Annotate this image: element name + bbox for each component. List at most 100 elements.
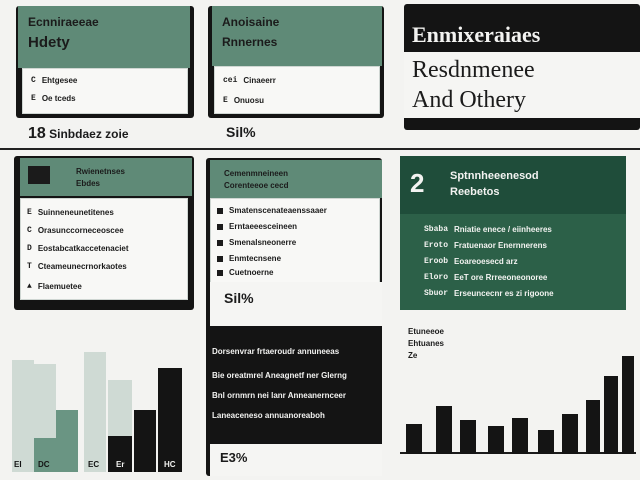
list-item: C Ehtgesee [31, 75, 77, 86]
list-item: C Orasunccorneceoscee [27, 225, 124, 236]
panel-mid-2-footer: E3% [210, 444, 382, 476]
tick-label: DC [38, 460, 50, 469]
list-item-label: Ehtgesee [41, 76, 78, 85]
chart-bar [622, 356, 634, 454]
bottom-right-label-3: Ze [408, 351, 418, 360]
panel-mid-2-header: Cemenmneineen Corenteeoe cecd [210, 160, 382, 198]
bottom-right-chart [400, 350, 636, 472]
chart-bar [158, 368, 182, 472]
hero-title-line1: Enmixeraiaes [412, 22, 541, 47]
chart-bar [134, 410, 156, 472]
panel-left-stat: 18 Sinbdaez zoie [28, 126, 129, 142]
chart-bar [488, 426, 504, 454]
list-item-label: Onuosu [233, 96, 265, 105]
chart-bar [34, 438, 56, 472]
panel-mid-subtitle: Rnnernes [222, 35, 278, 49]
list-item: cei Cinaeerr [223, 75, 276, 86]
tick-label: EC [88, 460, 100, 469]
chart-bar [436, 406, 452, 454]
panel-mid-2-subtitle: Corenteeoe cecd [224, 181, 289, 190]
list-item: Cuetnoerne [217, 267, 273, 278]
bullet-icon [217, 223, 223, 230]
list-item-code: C [27, 226, 32, 235]
panel-mid-header: Anoisaine Rnnernes [212, 6, 382, 66]
list-item: E Suinneneunetitenes [27, 207, 114, 218]
list-item-label: EeT ore Rrreeoneonoree [454, 273, 548, 282]
list-item: Enmtecnsene [217, 253, 281, 264]
list-item: D Eostabcatkaccetenaciet [27, 243, 129, 254]
panel-left-list: C Ehtgesee E Oe tceds [22, 68, 188, 114]
bullet-icon [217, 207, 223, 214]
body-line: Laneaceneso annuanoreaboh [212, 411, 325, 420]
panel-left-2-subtitle: Ebdes [76, 179, 101, 188]
list-item: Eloro EeT ore Rrreeoneonoree [424, 272, 547, 283]
chart-bar [604, 376, 618, 454]
tick-label: HC [164, 460, 176, 469]
list-item-code: Eloro [424, 273, 449, 282]
panel-left-2-list: E Suinneneunetitenes C Orasunccorneceosc… [20, 198, 188, 300]
chart-bar [586, 400, 600, 454]
panel-mid-2-stat: Sil% [224, 290, 254, 306]
list-item: ▲ Flaemuetee [27, 281, 82, 292]
list-item-label: Cteameunecrnorkaotes [37, 262, 127, 271]
panel-right-2-list: Sbaba Rniatie enece / eiinheeres Eroto F… [400, 214, 626, 310]
bottom-right-label-1: Etuneeoe [408, 327, 445, 336]
tick-label: EI [14, 460, 22, 469]
list-item-code: Eroob [424, 257, 449, 266]
list-item-code: Sbuor [424, 289, 449, 298]
panel-left-2-title: Rwienetnses [76, 167, 125, 176]
divider-line [0, 148, 640, 150]
panel-left-subtitle: Hdety [28, 34, 70, 51]
list-item-code: C [31, 76, 36, 85]
list-item-label: Eoareoesecd arz [454, 257, 518, 266]
list-item-label: Cinaeerr [243, 76, 276, 85]
bottom-right-label-2: Ehtuanes [408, 339, 445, 348]
list-item-code: E [31, 94, 36, 103]
list-item-label: Fratuenaor Enernnerens [454, 241, 547, 250]
chart-bar [108, 436, 132, 472]
panel-mid-list: cei Cinaeerr E Onuosu [214, 66, 380, 114]
list-item-code: ▲ [27, 282, 32, 291]
list-item-label: Cuetnoerne [229, 268, 274, 277]
body-line: Bnl ornmrn nei lanr Anneanernceer [212, 391, 346, 400]
bottom-left-chart: EI DC EC Er HC [8, 348, 192, 472]
list-item-label: Smatenscenateaenssaaer [229, 206, 327, 215]
panel-mid-title: Anoisaine [222, 15, 280, 29]
list-item-label: Eostabcatkaccetenaciet [37, 244, 129, 253]
list-item: Eroob Eoareoesecd arz [424, 256, 518, 267]
chart-bar [12, 360, 34, 472]
chart-bar [512, 418, 528, 454]
list-item-label: Smenalsneonerre [229, 238, 297, 247]
hero-title-line2: Resdnmenee [412, 57, 535, 83]
list-item: Sbaba Rniatie enece / eiinheeres [424, 224, 552, 235]
hero-title-line3: And Othery [412, 87, 526, 113]
tick-label: Er [116, 460, 125, 469]
list-item: Smenalsneonerre [217, 237, 296, 248]
list-item-label: Erntaeeesceineen [229, 222, 298, 231]
list-item-label: Oe tceds [41, 94, 76, 103]
list-item-label: Rniatie enece / eiinheeres [454, 225, 552, 234]
panel-right-2-header: 2 Sptnnheeenesod Reebetos [400, 156, 626, 214]
list-item: Eroto Fratuenaor Enernnerens [424, 240, 547, 251]
list-item-code: cei [223, 76, 238, 85]
list-item-label: Suinneneunetitenes [37, 208, 114, 217]
panel-left-title: Ecnniraeeae [28, 15, 99, 29]
chart-bar [406, 424, 422, 454]
panel-right-2-title: Sptnnheeenesod [450, 170, 539, 182]
chart-bar [84, 352, 106, 472]
hero-title-lower [404, 52, 640, 118]
chart-bar [538, 430, 554, 454]
bullet-icon [217, 269, 223, 276]
badge-number: 2 [410, 168, 425, 198]
list-item-label: Enmtecnsene [229, 254, 282, 263]
body-line: Dorsenvrar frtaeroudr annuneeas [212, 347, 340, 356]
list-item-label: Erseuncecnr es zi rigoone [454, 289, 554, 298]
folder-icon [28, 166, 50, 184]
chart-bar [562, 414, 578, 454]
panel-mid-2-list: Smatenscenateaenssaaer Erntaeeesceineen … [210, 198, 380, 284]
panel-mid-2-footer-stat: E3% [220, 450, 248, 465]
list-item-code: D [27, 244, 32, 253]
list-item-code: Sbaba [424, 225, 449, 234]
panel-left-header: Ecnniraeeae Hdety [18, 6, 190, 68]
list-item-code: E [223, 96, 228, 105]
